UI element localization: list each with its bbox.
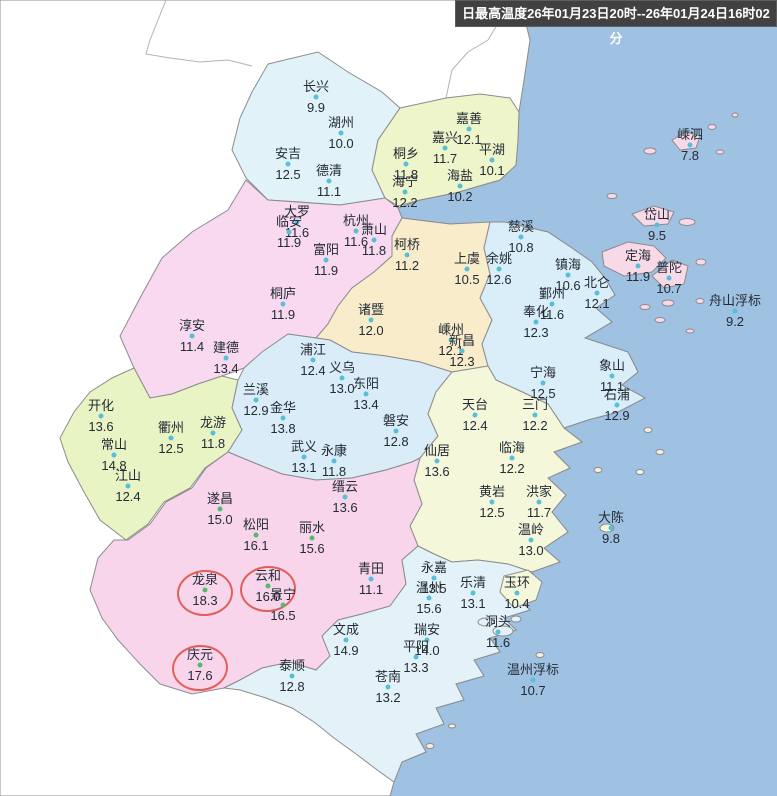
- region-ningbo: [479, 221, 647, 429]
- taizhou-islands: [499, 427, 665, 609]
- exterior-border-line: [145, 0, 253, 67]
- header-title-bar: 日最高温度26年01月23日20时--26年01月24日16时02分: [455, 0, 777, 46]
- wenzhou-islands: [425, 615, 545, 749]
- header-title: 日最高温度26年01月23日20时--26年01月24日16时02分: [462, 6, 770, 46]
- zhoushan-islands: [601, 112, 739, 334]
- region-quzhou: [59, 367, 243, 541]
